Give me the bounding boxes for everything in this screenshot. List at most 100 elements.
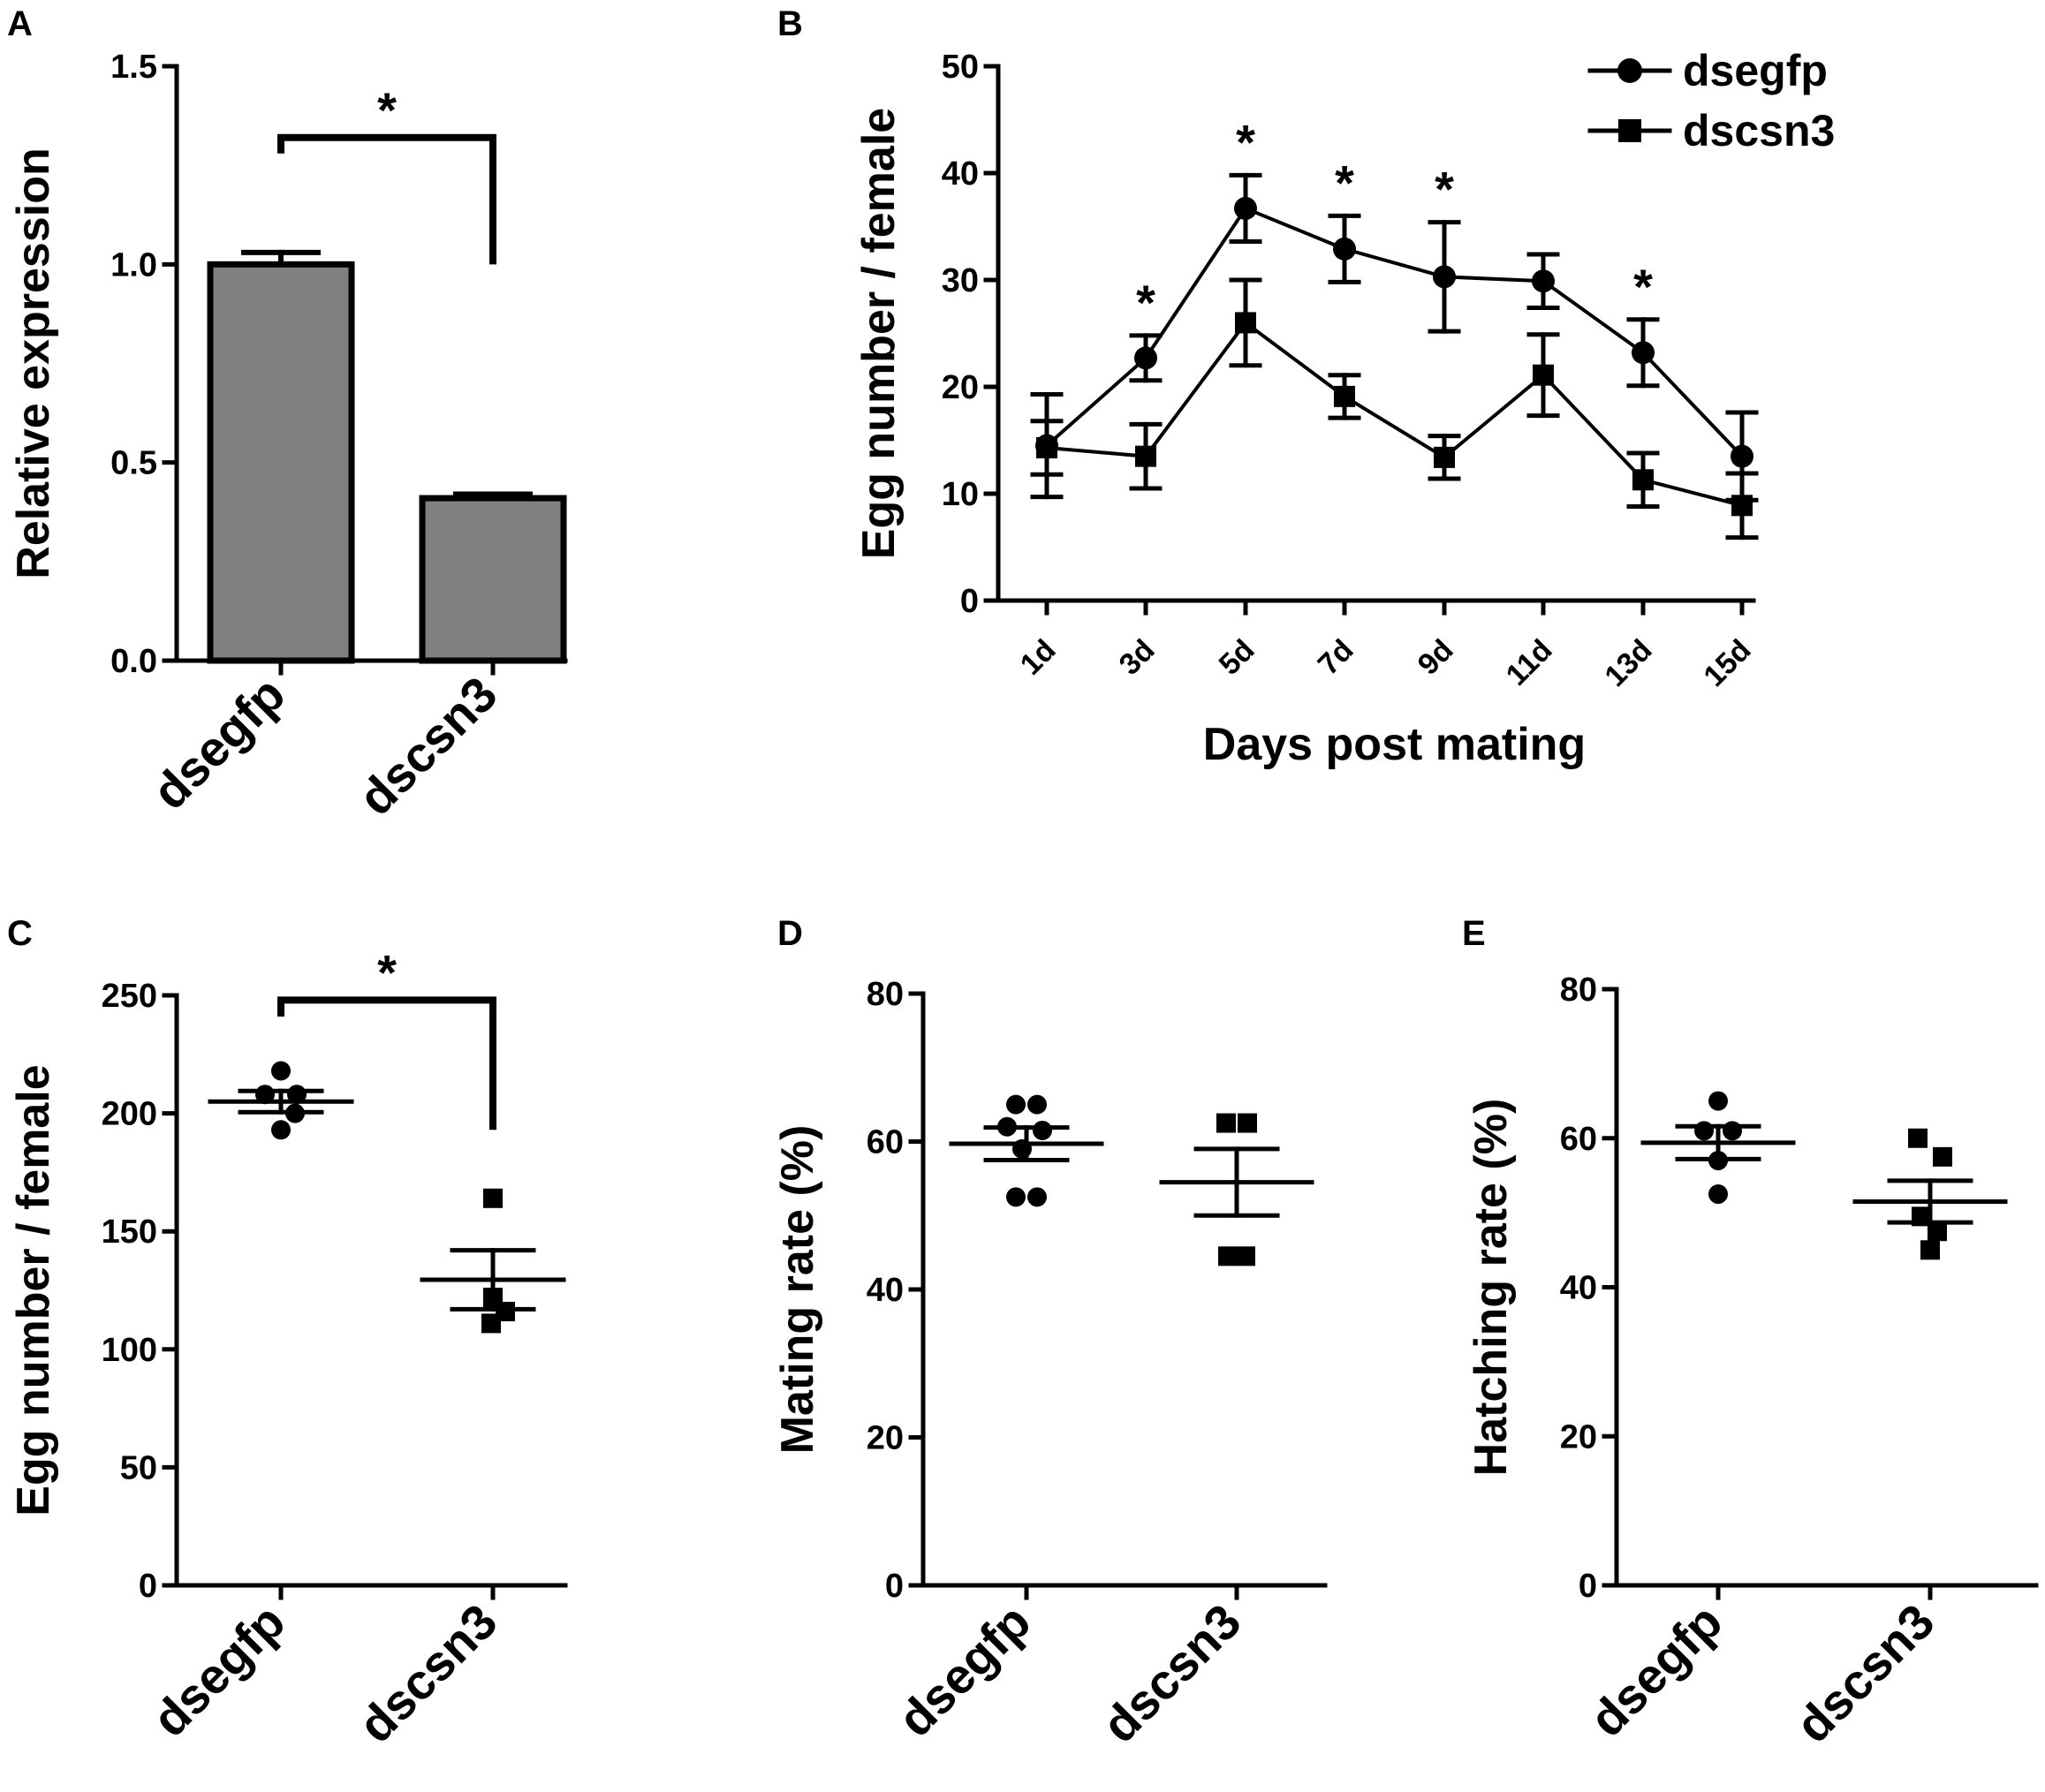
panel-c: C 0 50 100 150 200 250 Egg number / female dsegf… (7, 914, 568, 1753)
data-point (1731, 444, 1753, 468)
x-category-label: dscsn3 (347, 666, 507, 826)
data-point (1632, 341, 1655, 365)
x-category-label: dsegfp (1579, 1593, 1732, 1747)
x-category-label: 3d (1113, 633, 1162, 682)
x-category-label: dsegfp (141, 1593, 295, 1747)
series-dsegfp (1640, 1091, 1796, 1205)
data-point (1708, 1091, 1728, 1111)
data-point (1920, 1240, 1940, 1260)
y-axis-title: Egg number / female (8, 1064, 59, 1516)
panel-letter: B (777, 4, 803, 43)
significance-star: * (1335, 155, 1354, 210)
y-tick-label: 10 (942, 476, 979, 513)
series-dscsn3 (1030, 277, 1759, 541)
series-dscsn3 (420, 1188, 566, 1334)
data-point (1333, 237, 1356, 261)
significance-bracket (277, 133, 496, 265)
data-point (1006, 1187, 1026, 1207)
series-dscsn3 (1159, 1113, 1314, 1266)
data-point (1027, 1187, 1047, 1207)
panel-letter: E (1462, 914, 1486, 953)
bar (419, 495, 567, 664)
panel-a: A 0.0 0.5 1.0 1.5 Relative expression dsegfp ds… (7, 4, 568, 826)
y-tick-label: 100 (102, 1332, 157, 1369)
data-point (1235, 312, 1256, 334)
series-line (1045, 206, 1744, 458)
y-axis-title: Relative expression (8, 147, 59, 578)
legend-marker (1618, 119, 1641, 142)
y-tick-label: 0.5 (110, 445, 157, 482)
series-dscsn3 (1852, 1128, 2008, 1260)
x-category-label: 11d (1500, 633, 1559, 692)
x-category-label: 15d (1697, 633, 1757, 693)
panel-b: B 0 10 20 30 40 50 Egg number / female 1d 3d 5d 7d 9… (777, 4, 1835, 770)
data-point (1234, 196, 1257, 220)
legend: dsegfp dscsn3 (1587, 46, 1835, 155)
data-point (1334, 385, 1355, 407)
legend-label: dscsn3 (1683, 106, 1835, 155)
y-tick-label: 1.5 (110, 49, 157, 86)
data-point (1216, 1113, 1236, 1133)
data-point (1908, 1128, 1928, 1148)
x-category-label: dsegfp (141, 666, 295, 820)
y-tick-label: 40 (942, 155, 979, 193)
series-dsegfp (1030, 172, 1759, 503)
data-point (1218, 1246, 1238, 1266)
y-tick-label: 60 (867, 1124, 904, 1161)
x-category-label: dscsn3 (1784, 1593, 1944, 1753)
panel-letter: A (7, 4, 33, 43)
y-tick-label: 0 (960, 583, 979, 620)
y-tick-label: 20 (867, 1420, 904, 1457)
x-category-label: dscsn3 (1091, 1593, 1251, 1753)
y-tick-label: 0 (885, 1568, 904, 1605)
significance-star: * (1435, 162, 1454, 217)
bar (207, 261, 355, 664)
y-tick-label: 20 (942, 369, 979, 406)
data-point (1694, 1121, 1714, 1141)
significance-star: * (377, 944, 397, 1000)
y-tick-label: 150 (102, 1214, 157, 1251)
data-point (1532, 269, 1555, 293)
data-point (1006, 1094, 1026, 1115)
data-point (1236, 1246, 1255, 1266)
legend-marker (1617, 58, 1642, 83)
series-dsegfp (949, 1094, 1104, 1207)
data-point (1928, 1221, 1947, 1242)
data-point (1238, 1113, 1257, 1133)
panel-e: E 0 20 40 60 80 Hatching rate (%) dsegfp dscsn3 (1462, 914, 2039, 1753)
data-point (483, 1188, 503, 1208)
y-tick-label: 1.0 (110, 246, 157, 284)
panel-letter: D (777, 914, 803, 953)
y-tick-label: 80 (867, 976, 904, 1013)
data-point (1134, 346, 1157, 370)
data-point (1433, 265, 1456, 289)
data-point (481, 1313, 501, 1334)
data-point (1033, 1120, 1052, 1140)
data-point (271, 1061, 291, 1081)
y-tick-label: 250 (102, 978, 157, 1015)
series-line (1046, 320, 1743, 508)
y-tick-label: 50 (942, 49, 979, 86)
x-category-label: dsegfp (887, 1593, 1041, 1747)
panel-d: D 0 20 40 60 80 Mating rate (%) dsegfp dscsn3 (772, 914, 1328, 1753)
panel-letter: C (7, 914, 33, 953)
y-tick-label: 30 (942, 262, 979, 299)
y-tick-label: 40 (867, 1272, 904, 1309)
y-axis-title: Mating rate (%) (772, 1125, 823, 1455)
data-point (1731, 495, 1753, 517)
data-point (271, 1120, 291, 1140)
y-tick-label: 20 (1560, 1418, 1597, 1456)
y-tick-label: 40 (1560, 1270, 1597, 1307)
data-point (1723, 1121, 1742, 1141)
y-tick-label: 80 (1560, 972, 1597, 1009)
x-category-label: 5d (1213, 633, 1261, 682)
y-tick-label: 50 (120, 1449, 157, 1486)
y-tick-label: 0 (1579, 1568, 1597, 1605)
significance-star: * (1136, 275, 1155, 330)
data-point (1632, 469, 1654, 491)
significance-star: * (1633, 259, 1653, 314)
y-tick-label: 200 (102, 1096, 157, 1133)
data-point (1533, 364, 1554, 386)
significance-star: * (377, 82, 397, 138)
x-category-label: 9d (1412, 633, 1460, 682)
